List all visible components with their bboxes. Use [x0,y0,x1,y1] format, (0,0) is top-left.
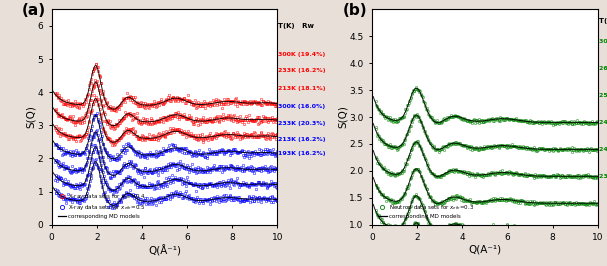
Text: (a): (a) [22,3,46,18]
Y-axis label: S(Q): S(Q) [338,106,348,128]
Text: 233K (20.3%): 233K (20.3%) [279,121,326,126]
X-axis label: Q(A⁻¹): Q(A⁻¹) [469,245,501,255]
Text: T(K)   Rw: T(K) Rw [599,18,607,24]
Text: 213K (18.1%): 213K (18.1%) [279,86,326,91]
Text: T(K)   Rw: T(K) Rw [279,23,314,29]
Text: 238K (1.6%): 238K (1.6%) [599,174,607,179]
Legend: X-ray data sets for $x_{eth}$=0.4, X-ray data sets for $x_{eth}$=0.5, correspond: X-ray data sets for $x_{eth}$=0.4, X-ray… [56,191,147,220]
Text: 193K (16.2%): 193K (16.2%) [279,151,326,156]
Text: 213K (16.2%): 213K (16.2%) [279,137,326,142]
Legend: Neutron data sets for $x_{eth}$=0.3, corresponding MD models: Neutron data sets for $x_{eth}$=0.3, cor… [377,202,475,220]
Text: 268K (1.5%): 268K (1.5%) [599,66,607,71]
X-axis label: Q(Å⁻¹): Q(Å⁻¹) [148,245,181,256]
Text: 300K (1.5%): 300K (1.5%) [599,39,607,44]
Y-axis label: S(Q): S(Q) [26,106,36,128]
Text: 300K (19.4%): 300K (19.4%) [279,52,326,57]
Text: 253K (1.5%): 253K (1.5%) [599,93,607,98]
Text: 300K (16.0%): 300K (16.0%) [279,103,325,109]
Text: 248K (1.6%): 248K (1.6%) [599,120,607,125]
Text: 243K (1.6%): 243K (1.6%) [599,147,607,152]
Text: 233K (16.2%): 233K (16.2%) [279,68,326,73]
Text: (b): (b) [343,3,367,18]
